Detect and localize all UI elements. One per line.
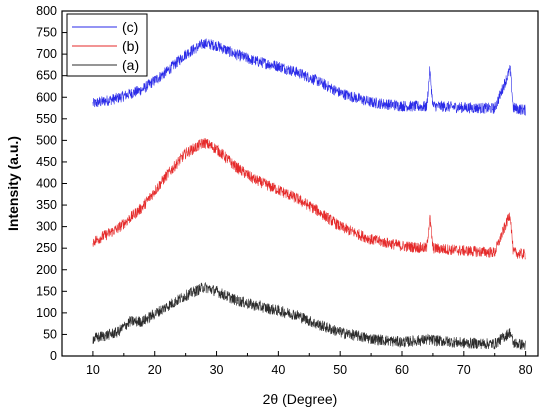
y-tick-label: 600	[36, 90, 57, 104]
legend: (c) (b) (a)	[66, 13, 148, 77]
y-tick-label: 0	[50, 349, 57, 363]
y-axis: 0 50 100 150 200 250 300 350 400 450 500 550 600 650 7…	[36, 4, 67, 363]
legend-box	[66, 13, 148, 77]
y-tick-label: 550	[36, 112, 57, 126]
y-axis-title: Intensity (a.u.)	[5, 136, 21, 231]
y-tick-label: 450	[36, 155, 57, 169]
x-axis-title: 2θ (Degree)	[263, 391, 338, 407]
x-tick-label: 50	[333, 363, 347, 377]
y-tick-label: 400	[36, 177, 57, 191]
x-tick-label: 30	[210, 363, 224, 377]
x-tick-label: 60	[395, 363, 409, 377]
y-tick-label: 250	[36, 241, 57, 255]
series-line-3	[92, 282, 526, 350]
x-tick-label: 20	[148, 363, 162, 377]
legend-label: (c)	[122, 19, 138, 35]
y-tick-label: 50	[43, 327, 57, 341]
x-tick-label: 40	[271, 363, 285, 377]
y-tick-label: 150	[36, 284, 57, 298]
y-tick-label: 300	[36, 220, 57, 234]
series-line-1	[92, 38, 526, 116]
y-tick-label: 350	[36, 198, 57, 212]
x-axis: 10 20 30 40 50 60 70 80	[61, 351, 533, 377]
x-tick-label: 70	[457, 363, 471, 377]
y-tick-label: 700	[36, 47, 57, 61]
y-tick-label: 200	[36, 263, 57, 277]
y-tick-label: 650	[36, 69, 57, 83]
legend-label: (a)	[122, 57, 139, 73]
y-tick-label: 500	[36, 133, 57, 147]
legend-label: (b)	[122, 38, 139, 54]
y-tick-label: 800	[36, 4, 57, 18]
series-line-2	[92, 138, 526, 260]
y-tick-label: 750	[36, 26, 57, 40]
x-tick-label: 10	[86, 363, 100, 377]
y-tick-label: 100	[36, 306, 57, 320]
x-tick-label: 80	[519, 363, 533, 377]
series-group	[92, 38, 526, 350]
